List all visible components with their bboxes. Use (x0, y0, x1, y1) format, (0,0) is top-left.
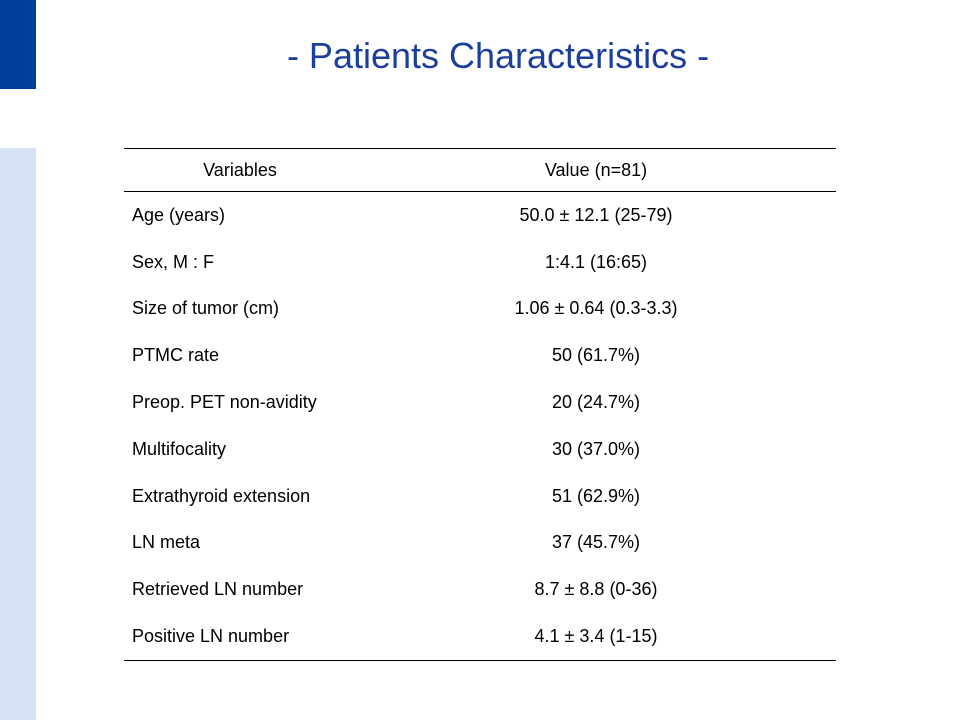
row-variable: Multifocality (132, 438, 227, 459)
table-row: Extrathyroid extension 51 (62.9%) (124, 473, 836, 520)
table-row: Preop. PET non-avidity 20 (24.7%) (124, 379, 836, 426)
row-value: 20 (24.7%) (551, 392, 641, 413)
table-row: Size of tumor (cm) 1.06 ± 0.64 (0.3-3.3) (124, 286, 836, 333)
table-row: Age (years) 50.0 ± 12.1 (25-79) (124, 192, 836, 239)
accent-bar-side (0, 148, 36, 720)
table-row: Multifocality 30 (37.0%) (124, 426, 836, 473)
row-value: 50 (61.7%) (551, 345, 641, 366)
row-variable: PTMC rate (132, 345, 220, 366)
row-variable: Preop. PET non-avidity (132, 392, 317, 413)
row-variable: Size of tumor (cm) (132, 298, 280, 319)
row-value: 30 (37.0%) (551, 438, 641, 459)
table-row: Positive LN number 4.1 ± 3.4 (1-15) (124, 613, 836, 661)
table-row: Retrieved LN number 8.7 ± 8.8 (0-36) (124, 566, 836, 613)
table-row: PTMC rate 50 (61.7%) (124, 332, 836, 379)
header-value: Value (n=81) (544, 159, 648, 180)
slide-title: - Patients Characteristics - (286, 35, 710, 76)
row-value: 51 (62.9%) (551, 485, 641, 506)
row-value: 37 (45.7%) (551, 532, 641, 553)
row-variable: Retrieved LN number (132, 579, 304, 600)
characteristics-table: Variables Value (n=81) Age (years) 50.0 … (124, 148, 836, 661)
row-variable: LN meta (132, 532, 201, 553)
table-row: Sex, M : F 1:4.1 (16:65) (124, 239, 836, 286)
table-row: LN meta 37 (45.7%) (124, 520, 836, 567)
row-value: 4.1 ± 3.4 (1-15) (534, 626, 658, 647)
row-variable: Positive LN number (132, 626, 290, 647)
accent-bar-top (0, 0, 36, 89)
row-variable: Extrathyroid extension (132, 485, 311, 506)
row-value: 50.0 ± 12.1 (25-79) (519, 204, 673, 225)
table-header-row: Variables Value (n=81) (124, 148, 836, 192)
header-variables: Variables (203, 159, 277, 180)
row-value: 8.7 ± 8.8 (0-36) (534, 579, 658, 600)
row-variable: Sex, M : F (132, 251, 215, 272)
row-value: 1:4.1 (16:65) (544, 251, 648, 272)
characteristics-table-container: Variables Value (n=81) Age (years) 50.0 … (124, 148, 836, 661)
row-variable: Age (years) (132, 204, 226, 225)
row-value: 1.06 ± 0.64 (0.3-3.3) (514, 298, 678, 319)
